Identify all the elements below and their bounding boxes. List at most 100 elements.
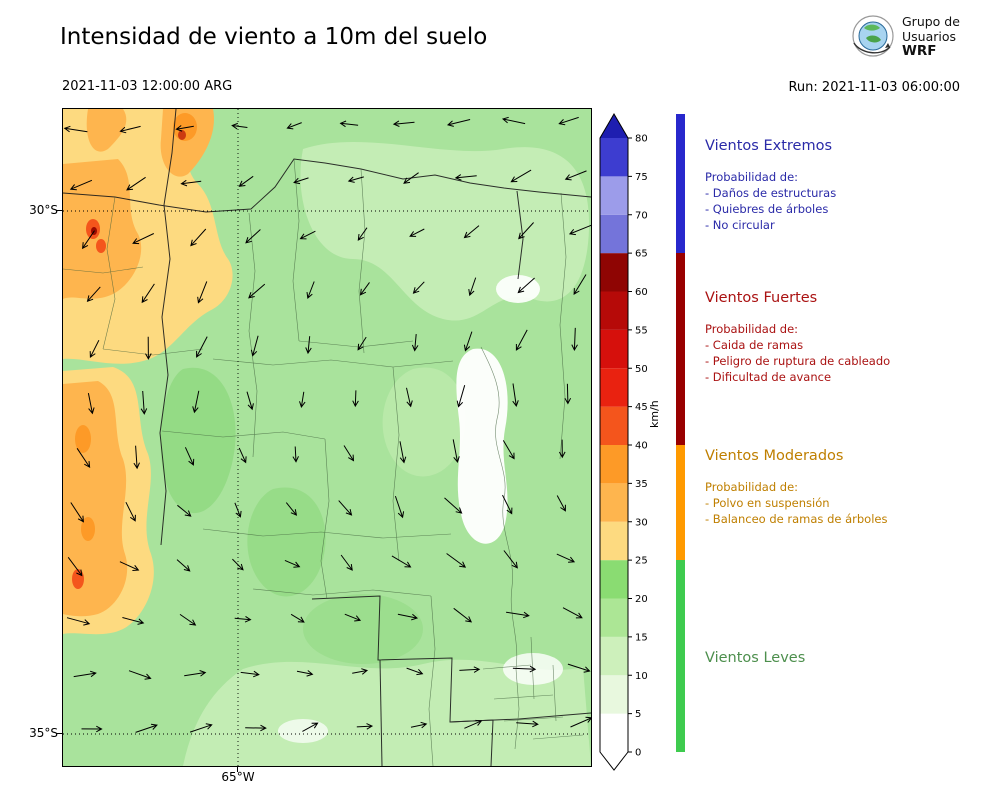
- axis-tick: [56, 210, 62, 211]
- department-boundaries: [63, 158, 584, 766]
- wind-arrow: [347, 176, 364, 183]
- wind-arrow: [573, 274, 587, 296]
- colorbar-segment: [600, 483, 628, 522]
- colorbar-tick-label: 20: [635, 594, 648, 605]
- wind-arrow: [459, 666, 481, 673]
- lat-label-35s: 35°S: [29, 726, 58, 740]
- colorbar-tick-label: 45: [635, 402, 648, 413]
- wind-arrow: [246, 391, 254, 411]
- wind-arrow: [501, 116, 526, 125]
- wind-arrow: [284, 559, 301, 568]
- wind-arrow: [510, 169, 532, 183]
- legend-item: - Quiebres de árboles: [705, 202, 829, 216]
- wind-arrow: [502, 440, 515, 460]
- wind-arrow: [175, 125, 194, 132]
- wind-arrow: [189, 723, 213, 733]
- wind-arrow: [177, 504, 192, 517]
- wind-arrow: [516, 720, 539, 728]
- colorbar-unit-label: km/h: [648, 400, 661, 428]
- wind-arrow: [292, 446, 299, 463]
- wind-arrow: [232, 558, 244, 571]
- wind-arrow: [290, 613, 305, 623]
- wind-arrow: [296, 670, 314, 677]
- colorbar-segment: [600, 713, 628, 752]
- category-strip: [676, 114, 685, 752]
- colorbar-segment: [600, 368, 628, 407]
- wind-arrow: [352, 668, 369, 675]
- wind-arrow: [119, 125, 141, 134]
- colorbar-segment: [600, 138, 628, 177]
- province-boundaries: [63, 109, 591, 766]
- wind-arrow: [197, 281, 208, 304]
- wind-arrow: [141, 283, 155, 304]
- colorbar-tick-label: 10: [635, 671, 648, 682]
- wind-arrow: [397, 613, 419, 621]
- wind-arrow: [452, 439, 460, 464]
- wind-arrow: [406, 387, 413, 408]
- probability-label: Probabilidad de:: [705, 322, 799, 336]
- colorbar-tick-label: 35: [635, 479, 648, 490]
- colorbar-segment: [600, 675, 628, 714]
- axis-tick: [237, 766, 238, 772]
- wind-arrow: [128, 670, 152, 680]
- colorbar-segment: [600, 406, 628, 445]
- colorbar-segment: [600, 636, 628, 676]
- colorbar-segment: [600, 445, 628, 484]
- wind-map-canvas: [63, 109, 591, 766]
- wind-arrow: [248, 283, 266, 299]
- colorbar-segment: [600, 253, 628, 292]
- legend-item: - Polvo en suspensión: [705, 496, 830, 510]
- wind-arrow: [81, 725, 103, 733]
- probability-label: Probabilidad de:: [705, 480, 799, 494]
- wind-arrow: [359, 282, 370, 296]
- wind-arrow: [86, 286, 101, 302]
- wind-arrow: [190, 228, 207, 247]
- wrf-logo: Grupo de Usuarios WRF: [850, 10, 1000, 62]
- wind-arrow: [506, 611, 530, 619]
- wind-arrow: [571, 327, 578, 352]
- wind-arrow: [567, 663, 591, 673]
- colorbar-segment: [600, 214, 628, 254]
- wind-arrow: [568, 224, 591, 236]
- wind-arrow: [453, 607, 473, 623]
- legend-leves-title: Vientos Leves: [705, 650, 806, 666]
- wind-arrow: [558, 439, 566, 459]
- valid-time-label: 2021-11-03 12:00:00 ARG: [62, 79, 233, 94]
- legend-moderados-title: Vientos Moderados: [705, 448, 844, 464]
- wind-arrow: [515, 329, 528, 351]
- colorbar-tick-label: 15: [635, 632, 648, 643]
- wind-arrow: [63, 125, 88, 133]
- wind-arrow: [135, 723, 158, 733]
- wind-arrow: [518, 222, 534, 240]
- wind-arrow: [87, 393, 95, 415]
- wind-arrow: [558, 116, 579, 126]
- colorbar-tick-label: 65: [635, 249, 648, 260]
- globe-icon: [852, 15, 894, 57]
- category-strip-segment: [676, 253, 685, 445]
- legend-moderados-body: Probabilidad de: - Polvo en suspensión -…: [705, 479, 887, 527]
- wind-arrow: [70, 502, 84, 523]
- colorbar-segment: [600, 521, 628, 561]
- category-strip-segment: [676, 560, 685, 752]
- wind-arrow: [446, 119, 471, 127]
- category-strip-segment: [676, 114, 685, 254]
- probability-label: Probabilidad de:: [705, 170, 799, 184]
- wind-arrow: [512, 383, 519, 408]
- wind-arrow: [132, 233, 155, 245]
- legend-moderados: Vientos Moderados Probabilidad de: - Pol…: [705, 448, 887, 527]
- wind-arrow: [133, 445, 140, 470]
- colorbar-segment: [600, 176, 628, 215]
- logo-line-2: Usuarios: [902, 28, 957, 44]
- wind-arrow: [89, 339, 100, 359]
- wind-arrow: [564, 383, 572, 405]
- wind-arrow: [122, 617, 145, 625]
- wind-arrow: [192, 390, 200, 414]
- wind-arrow: [299, 230, 316, 240]
- wind-arrow: [245, 724, 267, 732]
- wind-arrow: [293, 177, 309, 185]
- wind-arrow: [338, 500, 353, 516]
- colorbar-segment: [600, 598, 628, 637]
- wind-arrow: [245, 229, 261, 244]
- category-strip-segment: [676, 445, 685, 561]
- wind-arrow: [306, 281, 315, 299]
